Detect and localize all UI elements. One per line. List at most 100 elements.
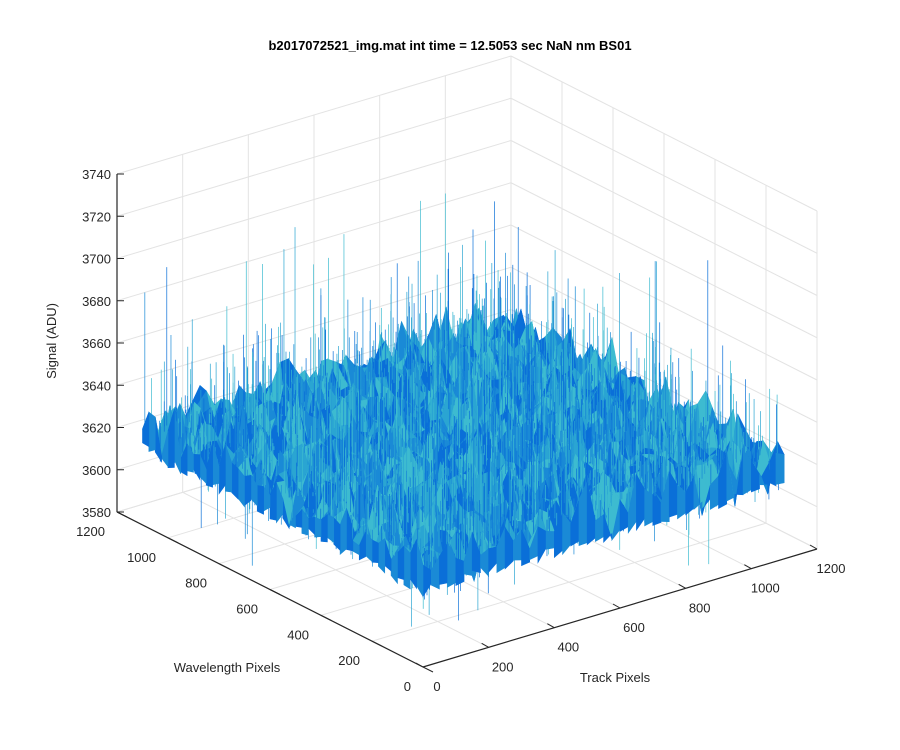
z-tick-label: 3720 — [82, 209, 111, 224]
z-tick-label: 3580 — [82, 505, 111, 520]
surface-edge-front — [504, 526, 514, 570]
surface-edge-left — [390, 552, 398, 585]
y-tick-mark — [167, 537, 179, 544]
surface-edge-front — [480, 548, 489, 578]
surface-edge-left — [142, 412, 150, 448]
surface-edge-front — [537, 526, 547, 564]
surface-edge-left — [403, 545, 411, 590]
tick-labels: 0 200 400 600 800 1000 1200 0 200 400 600 800 1000 12… — [76, 167, 845, 694]
surface-mesh — [142, 193, 785, 627]
surface-edge-left — [327, 514, 335, 543]
z-tick-label: 3660 — [82, 336, 111, 351]
y-tick-label: 1200 — [76, 524, 105, 539]
y-axis-label: Wavelength Pixels — [174, 660, 281, 675]
surface-edge-front — [545, 531, 555, 550]
surface-edge-front — [718, 450, 728, 510]
surface-edge-left — [333, 516, 341, 552]
y-tick-mark — [116, 511, 128, 518]
surface-edge-left — [193, 453, 201, 481]
floor-grid-y — [371, 522, 767, 642]
surface-edge-left — [320, 513, 328, 543]
surface-edge-left — [346, 508, 354, 552]
x-tick-label: 800 — [689, 600, 711, 615]
surface-edge-front — [751, 460, 760, 493]
surface-edge-front — [644, 488, 654, 527]
surface-edge-left — [276, 482, 284, 524]
surface-edge-left — [154, 417, 162, 463]
surface-edge-front — [775, 452, 785, 485]
surface-edge-left — [269, 482, 277, 521]
x-tick-mark — [744, 564, 752, 570]
wall-grid-z — [510, 182, 818, 339]
y-tick-label: 600 — [236, 602, 258, 617]
z-tick-label: 3700 — [82, 252, 111, 267]
wall-grid-z — [510, 140, 818, 296]
surface-edge-front — [603, 514, 613, 543]
y-tick-label: 400 — [287, 627, 309, 642]
x-tick-label: 400 — [557, 640, 579, 655]
y-tick-label: 1000 — [127, 550, 156, 565]
y-tick-label: 0 — [404, 679, 411, 694]
surface-edge-front — [521, 529, 531, 567]
z-tick-label: 3620 — [82, 421, 111, 436]
y-tick-mark — [269, 589, 281, 595]
chart-title: b2017072521_img.mat int time = 12.5053 s… — [268, 38, 631, 53]
x-tick-mark — [415, 662, 424, 668]
x-tick-label: 1000 — [751, 581, 780, 596]
surface-edge-front — [660, 471, 670, 522]
wall-grid-z — [510, 266, 818, 423]
surface-edge-left — [225, 444, 233, 493]
wall-grid-z — [510, 97, 818, 254]
wall-grid-z — [510, 55, 818, 212]
surface-edge-left — [244, 474, 252, 507]
x-tick-label: 600 — [623, 620, 645, 635]
surface-edge-left — [256, 485, 264, 515]
surface-edge-left — [148, 411, 156, 452]
surface-edge-left — [205, 442, 213, 488]
surface-edge-left — [282, 498, 290, 530]
z-tick-label: 3600 — [82, 463, 111, 478]
x-tick-mark — [678, 583, 686, 589]
surface-edge-front — [652, 493, 662, 526]
x-tick-label: 0 — [433, 679, 440, 694]
x-tick-mark — [809, 544, 818, 550]
y-tick-label: 800 — [185, 576, 207, 591]
surface-edge-front — [767, 453, 777, 494]
z-tick-label: 3680 — [82, 294, 111, 309]
surface-edge-front — [471, 532, 481, 574]
z-tick-label: 3640 — [82, 378, 111, 393]
x-tick-label: 200 — [492, 659, 514, 674]
surface-edge-left — [218, 444, 226, 495]
y-tick-mark — [422, 666, 434, 673]
surface-edge-front — [463, 532, 473, 576]
y-tick-mark — [371, 640, 383, 647]
wall-grid-z — [116, 97, 512, 217]
y-tick-mark — [320, 614, 332, 621]
axes — [116, 173, 818, 673]
z-axis-label: Signal (ADU) — [44, 303, 59, 379]
surface-edge-left — [307, 516, 315, 536]
wall-grid-z — [116, 140, 512, 259]
wall-grid-z — [510, 224, 818, 381]
x-tick-mark — [612, 603, 621, 609]
x-axis-label: Track Pixels — [580, 670, 651, 685]
surface-edge-left — [339, 508, 347, 556]
surface-edge-front — [734, 449, 744, 507]
surface-edge-left — [231, 462, 239, 500]
surface-edge-front — [488, 546, 498, 573]
surface-edge-left — [352, 540, 360, 556]
surface-edge-front — [455, 557, 465, 586]
surface-edge-front — [430, 555, 440, 590]
x-tick-mark — [481, 642, 489, 648]
surface-edge-left — [301, 508, 309, 536]
y-tick-mark — [218, 563, 230, 570]
z-tick-label: 3740 — [82, 167, 111, 182]
surface-edge-left — [288, 515, 296, 529]
surface-edge-left — [371, 539, 379, 564]
surface-edge-left — [358, 532, 366, 561]
surface-edge-front — [693, 476, 703, 516]
surface-edge-left — [378, 538, 386, 574]
wall-grid-z — [116, 55, 512, 175]
y-tick-label: 200 — [338, 653, 360, 668]
